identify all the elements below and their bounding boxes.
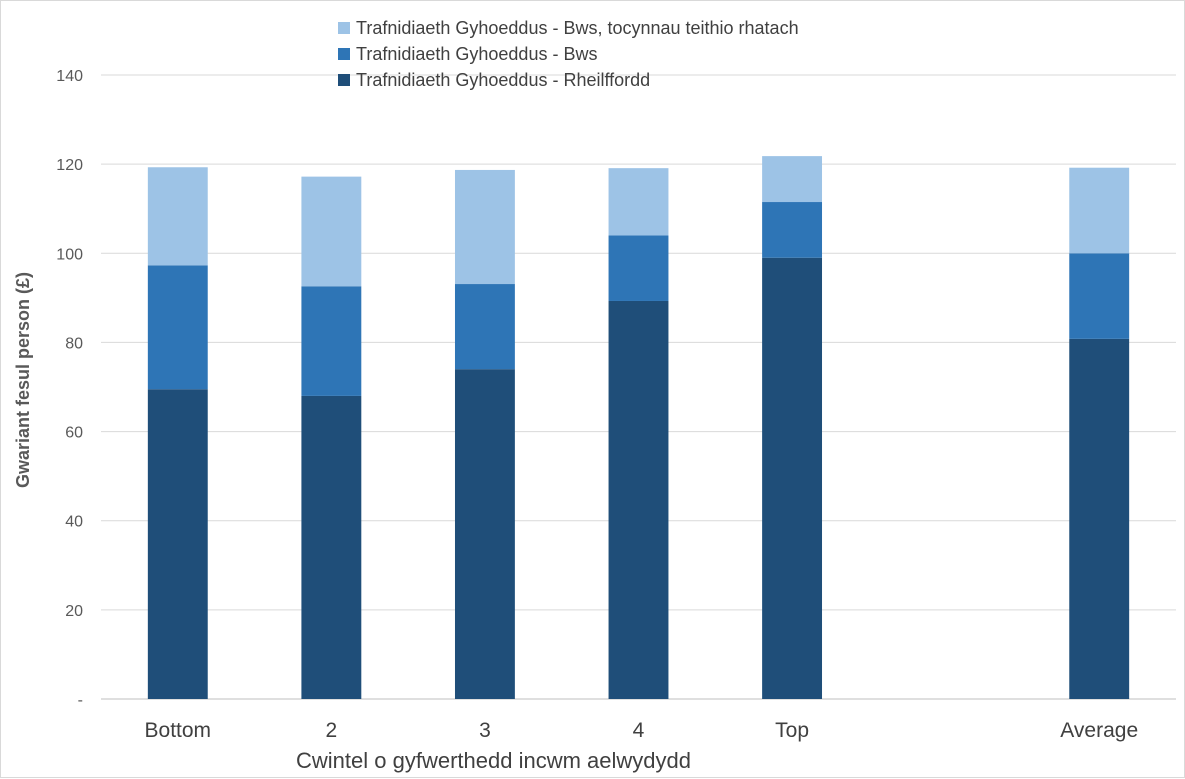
bar-segment	[454, 284, 515, 370]
y-axis-title: Gwariant fesul person (£)	[13, 272, 33, 488]
legend-swatch	[338, 48, 350, 60]
x-category-label: 2	[326, 719, 338, 742]
y-tick-label: 140	[56, 68, 83, 85]
y-tick-label: 120	[56, 157, 83, 174]
bar-segment	[762, 156, 823, 203]
y-tick-label: 40	[65, 514, 83, 531]
bar-segment	[608, 300, 669, 699]
bar-segment	[301, 395, 362, 699]
bar-segment	[454, 169, 515, 285]
legend-swatch	[338, 22, 350, 34]
bar-segment	[762, 257, 823, 699]
bar-segment	[1069, 253, 1130, 339]
bar-segment	[147, 389, 208, 699]
bar-segment	[608, 168, 669, 236]
y-tick-label: 80	[65, 335, 83, 352]
bar-segment	[762, 202, 823, 258]
y-tick-label: 60	[65, 425, 83, 442]
bars	[147, 156, 1130, 699]
bar-segment	[608, 235, 669, 301]
x-category-label: Top	[775, 719, 809, 742]
y-axis-ticks: - 20 40 60 80 100 120 140	[56, 68, 83, 709]
legend: Trafnidiaeth Gyhoeddus - Bws, tocynnau t…	[338, 18, 799, 90]
bar-segment	[1069, 338, 1130, 699]
x-category-label: 3	[479, 719, 491, 742]
bar-segment	[147, 265, 208, 390]
legend-label: Trafnidiaeth Gyhoeddus - Bws	[356, 44, 597, 64]
x-axis-title: Cwintel o gyfwerthedd incwm aelwydydd	[296, 748, 691, 773]
x-category-label: 4	[633, 719, 645, 742]
legend-swatch	[338, 74, 350, 86]
y-tick-label: 20	[65, 603, 83, 620]
bar-segment	[147, 167, 208, 266]
bar-segment	[454, 369, 515, 699]
bar-segment	[301, 176, 362, 287]
x-category-label: Average	[1060, 719, 1138, 742]
legend-label: Trafnidiaeth Gyhoeddus - Rheilffordd	[356, 70, 650, 90]
y-tick-label: 100	[56, 246, 83, 263]
bar-segment	[301, 286, 362, 396]
legend-label: Trafnidiaeth Gyhoeddus - Bws, tocynnau t…	[356, 18, 799, 38]
x-category-label: Bottom	[145, 719, 212, 742]
y-tick-label: -	[78, 692, 83, 709]
bar-segment	[1069, 167, 1130, 254]
x-axis-categories: Bottom 2 3 4 Top Average	[145, 719, 1139, 742]
